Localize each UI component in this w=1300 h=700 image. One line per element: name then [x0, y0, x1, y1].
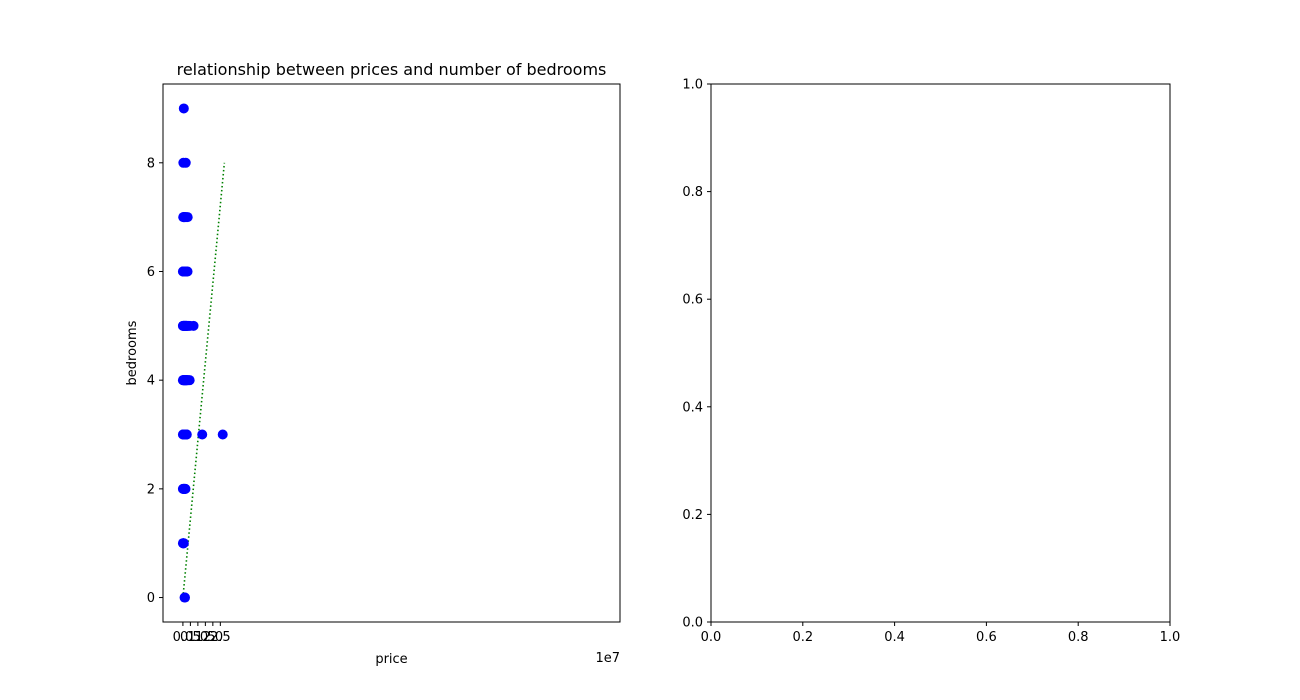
y-tick-label: 0.8 — [682, 185, 703, 200]
x-tick-label: 0.2 — [792, 630, 813, 645]
y-tick-label: 4 — [147, 374, 155, 389]
x-tick-label: 2.0 — [203, 630, 224, 645]
right-subplot: 0.0 0.2 0.4 0.6 0.8 1.0 0.0 0.2 0.4 0.6 0.8 1.0 — [682, 78, 1180, 646]
x-tick-label: 1.0 — [1160, 630, 1181, 645]
x-tick-label: 1.0 — [188, 630, 209, 645]
x-tick-label: 0.4 — [884, 630, 905, 645]
right-axes-frame — [710, 83, 1171, 623]
y-axis-label: bedrooms — [125, 320, 140, 385]
x-tick-label: 0.0 — [173, 630, 194, 645]
x-tick-label: 0.0 — [701, 630, 722, 645]
x-tick-label: 1.5 — [195, 630, 216, 645]
left-subplot: relationship between prices and number o… — [125, 60, 621, 667]
y-tick-label: 0 — [147, 591, 155, 606]
data-point — [184, 375, 195, 386]
left-axes-frame — [162, 83, 621, 623]
x-tick-label: 2.5 — [210, 630, 231, 645]
data-point — [188, 320, 199, 331]
y-tick-label: 0.0 — [682, 616, 703, 631]
data-point — [180, 592, 191, 603]
y-tick-label: 6 — [147, 265, 155, 280]
data-point — [182, 212, 193, 223]
trend-line — [182, 162, 226, 598]
y-tick-label: 1.0 — [682, 78, 703, 93]
chart-title: relationship between prices and number o… — [177, 60, 607, 79]
data-point — [178, 103, 189, 114]
data-point — [182, 266, 193, 277]
left-x-ticks: 0.00.51.01.52.02.5 — [173, 622, 231, 645]
y-tick-label: 0.6 — [682, 293, 703, 308]
x-axis-label: price — [375, 652, 407, 667]
y-tick-label: 8 — [147, 156, 155, 171]
right-y-ticks: 0.0 0.2 0.4 0.6 0.8 1.0 — [682, 78, 711, 631]
y-tick-label: 0.2 — [682, 508, 703, 523]
y-tick-label: 0.4 — [682, 400, 703, 415]
data-point — [181, 429, 192, 440]
data-point — [180, 157, 191, 168]
data-point — [197, 429, 208, 440]
x-tick-label: 0.6 — [976, 630, 997, 645]
right-x-ticks: 0.0 0.2 0.4 0.6 0.8 1.0 — [701, 622, 1181, 645]
data-point — [180, 483, 191, 494]
data-point — [217, 429, 228, 440]
x-tick-label: 0.5 — [180, 630, 201, 645]
y-tick-label: 2 — [147, 482, 155, 497]
left-y-ticks: 0 2 4 6 8 — [147, 156, 163, 606]
x-axis-offset-label: 1e7 — [595, 651, 620, 666]
x-tick-label: 0.8 — [1068, 630, 1089, 645]
left-plot-marks — [177, 103, 228, 603]
data-point — [178, 538, 189, 549]
